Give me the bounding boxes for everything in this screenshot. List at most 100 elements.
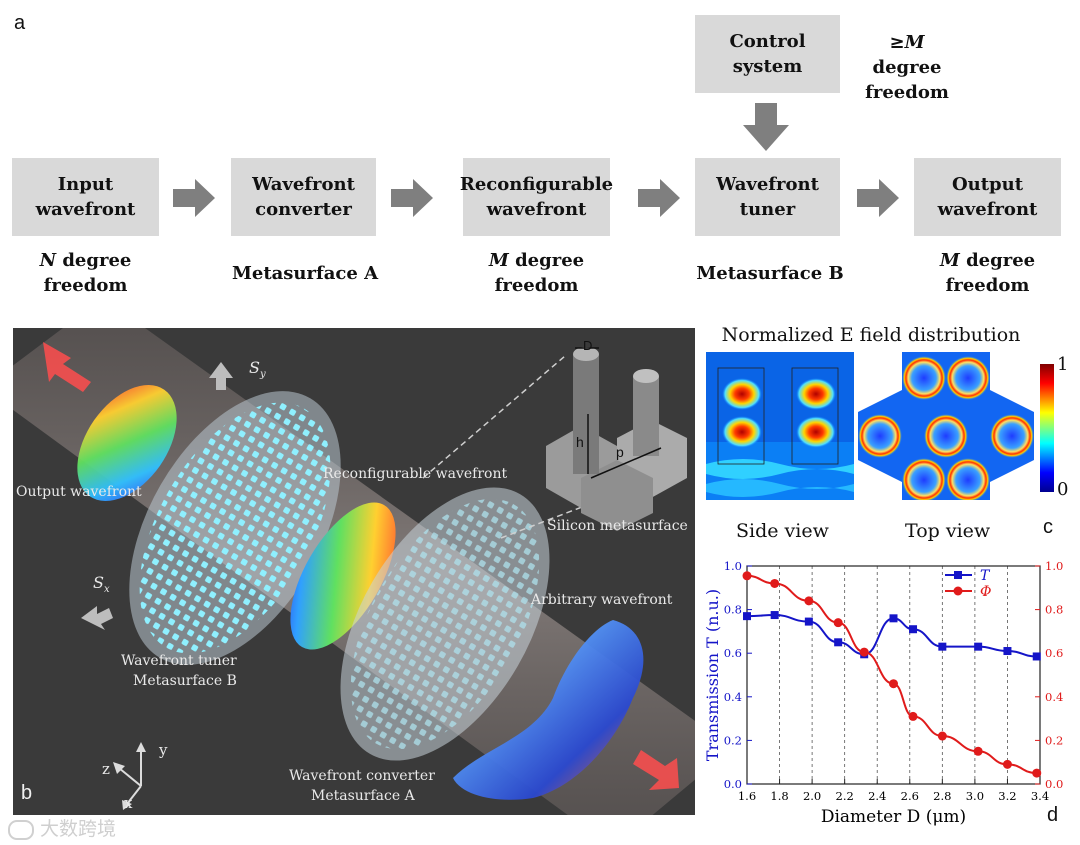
period-p-label: p <box>616 444 624 460</box>
phase-point <box>937 731 947 741</box>
transmission-phase-chart: 1.6 1.8 2.0 2.2 2.4 2.6 2.8 3.0 3.2 3.40.0 0.00.2 0… <box>703 559 1080 827</box>
x-tick-label: 3.0 <box>966 789 984 803</box>
x-axis-label: Diameter D (μm) <box>821 807 966 827</box>
colorbar-max-label: 1 <box>1057 354 1069 375</box>
axis-x-label: x <box>124 794 133 812</box>
transmission-point <box>974 642 983 651</box>
transmission-point <box>1032 652 1041 661</box>
transmission-point <box>1003 647 1012 656</box>
sx-label: Sx <box>93 573 110 596</box>
phase-point <box>804 596 814 606</box>
panel-letter-a: a <box>14 12 26 34</box>
x-tick-label: 3.4 <box>1031 789 1049 803</box>
diameter-d-label: D <box>583 338 593 353</box>
x-tick-label: 1.6 <box>738 789 756 803</box>
legend-label: Φ <box>980 584 991 600</box>
transmission-point <box>909 625 918 634</box>
y-left-tick-label: 0.4 <box>724 690 742 704</box>
y-left-tick-label: 1.0 <box>724 559 742 573</box>
y-left-tick-label: 0.6 <box>724 646 742 660</box>
watermark: 大数跨境 <box>8 814 116 841</box>
x-tick-label: 2.0 <box>803 789 821 803</box>
phase-point <box>1032 768 1042 778</box>
height-h-label: h <box>576 434 584 450</box>
metasurface-a-label: Metasurface A <box>231 263 379 284</box>
y-right-axis-label: Phase shift Φ (rad/2π) <box>1077 586 1080 765</box>
legend-label: T <box>980 568 991 584</box>
arbitrary-wavefront-label: Arbitrary wavefront <box>531 592 673 608</box>
transmission-point <box>743 612 751 621</box>
flow-arrow-3 <box>638 179 680 217</box>
metasurface-scene: Output wavefront Reconfigurable wavefron… <box>13 328 695 815</box>
x-tick-label: 3.2 <box>998 789 1016 803</box>
transmission-point <box>889 614 898 623</box>
panel-letter-d: d <box>1047 804 1059 826</box>
reconfigurable-freedom-label: M degree freedom <box>488 250 585 296</box>
phase-point <box>1002 759 1012 769</box>
x-tick-label: 2.4 <box>868 789 886 803</box>
y-right-tick-label: 0.8 <box>1045 603 1063 617</box>
reconfigurable-wavefront-box: Reconfigurable wavefront <box>460 158 613 236</box>
axis-z-label: z <box>102 760 110 778</box>
phase-point <box>889 679 898 689</box>
transmission-point <box>938 642 947 651</box>
colorbar <box>1040 364 1054 492</box>
silicon-metasurface-label: Silicon metasurface <box>547 518 688 534</box>
wavefront-tuner-box: Wavefront tuner <box>695 158 840 236</box>
transmission-point <box>804 617 813 626</box>
legend-marker <box>953 586 963 596</box>
y-right-tick-label: 0.4 <box>1045 690 1063 704</box>
x-tick-label: 2.8 <box>933 789 951 803</box>
transmission-point <box>834 638 843 647</box>
y-right-tick-label: 1.0 <box>1045 559 1063 573</box>
top-view-label: Top view <box>905 520 991 542</box>
phase-point <box>859 647 869 657</box>
series-line-phase <box>746 574 1037 775</box>
y-left-tick-label: 0.8 <box>724 603 742 617</box>
phase-point <box>770 578 780 588</box>
scene-illustration <box>13 328 695 815</box>
output-wavefront-label: Output wavefront <box>16 484 142 500</box>
tuner-label-line1: Wavefront tuner <box>121 653 237 669</box>
output-wavefront-box: Output wavefront <box>914 158 1061 236</box>
x-tick-label: 2.2 <box>836 789 854 803</box>
y-left-axis-label: Transmission T (n.u.) <box>703 589 722 761</box>
watermark-icon <box>8 819 34 840</box>
field-panel-title: Normalized E field distribution <box>721 324 1021 346</box>
metasurface-b-label: Metasurface B <box>696 263 844 284</box>
side-view-label: Side view <box>736 520 829 542</box>
phase-point <box>833 618 843 628</box>
control-system-box: Control system <box>695 15 840 93</box>
converter-label-line2: Metasurface A <box>311 788 415 804</box>
flow-arrow-2 <box>391 179 433 217</box>
control-down-arrow <box>743 103 789 151</box>
legend-marker <box>954 571 962 579</box>
x-tick-label: 1.8 <box>770 789 788 803</box>
plot-frame <box>746 565 1041 785</box>
input-freedom-label: N degree freedom <box>39 250 132 296</box>
converter-label-line1: Wavefront converter <box>289 768 435 784</box>
sy-label: Sy <box>249 358 266 381</box>
panel-letter-c: c <box>1043 516 1053 538</box>
y-right-tick-label: 0.2 <box>1045 733 1063 747</box>
top-view-field-map <box>858 352 1034 500</box>
y-left-tick-label: 0.0 <box>724 777 742 791</box>
y-right-tick-label: 0.0 <box>1045 777 1063 791</box>
y-left-tick-label: 0.2 <box>724 733 742 747</box>
reconfigurable-wavefront-label: Reconfigurable wavefront <box>323 466 508 482</box>
flow-arrow-4 <box>857 179 899 217</box>
control-freedom-label: ≥M degree freedom <box>865 32 949 103</box>
flow-arrow-1 <box>173 179 215 217</box>
panel-letter-b: b <box>21 782 33 804</box>
transmission-point <box>770 611 779 620</box>
colorbar-min-label: 0 <box>1057 479 1069 500</box>
tuner-label-line2: Metasurface B <box>133 673 237 689</box>
axis-y-label: y <box>159 741 168 759</box>
x-tick-label: 2.6 <box>901 789 919 803</box>
input-wavefront-box: Input wavefront <box>12 158 159 236</box>
output-freedom-label: M degree freedom <box>939 250 1036 296</box>
side-view-field-map <box>706 352 854 500</box>
wavefront-converter-box: Wavefront converter <box>231 158 376 236</box>
phase-point <box>908 711 918 721</box>
phase-point <box>973 746 983 756</box>
